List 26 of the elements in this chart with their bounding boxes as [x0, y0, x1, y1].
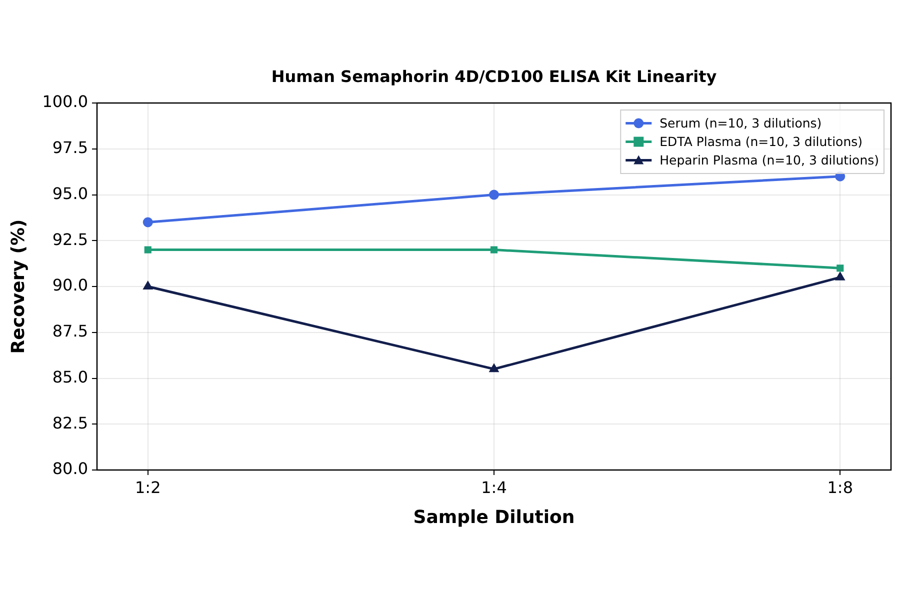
y-tick-label: 87.5 — [52, 322, 88, 341]
y-tick-label: 100.0 — [42, 92, 88, 112]
y-tick-label: 80.0 — [52, 459, 88, 478]
point — [490, 246, 498, 254]
point — [836, 264, 844, 272]
chart-title: Human Semaphorin 4D/CD100 ELISA Kit Linearity — [271, 67, 718, 86]
point — [142, 280, 154, 290]
y-tick-label: 85.0 — [52, 367, 88, 386]
x-tick-label: 1:2 — [135, 478, 161, 497]
x-tick-label: 1:8 — [827, 478, 853, 497]
y-tick-label: 90.0 — [52, 276, 88, 295]
point — [144, 246, 152, 254]
y-tick-label: 95.0 — [52, 184, 88, 203]
legend-label: Heparin Plasma (n=10, 3 dilutions) — [660, 152, 879, 168]
point — [834, 271, 846, 280]
point — [142, 217, 153, 228]
x-tick-label: 1:4 — [481, 478, 507, 497]
y-tick-label: 92.5 — [52, 230, 88, 249]
legend-label: EDTA Plasma (n=10, 3 dilutions) — [660, 134, 863, 149]
point — [489, 190, 499, 200]
y-axis-title: Recovery (%) — [8, 219, 29, 354]
y-tick-label: 97.5 — [52, 138, 88, 158]
y-tick-label: 82.5 — [52, 413, 88, 432]
legend-label: Serum (n=10, 3 dilutions) — [660, 116, 822, 130]
point — [488, 363, 500, 372]
x-axis-title: Sample Dilution — [413, 507, 575, 528]
